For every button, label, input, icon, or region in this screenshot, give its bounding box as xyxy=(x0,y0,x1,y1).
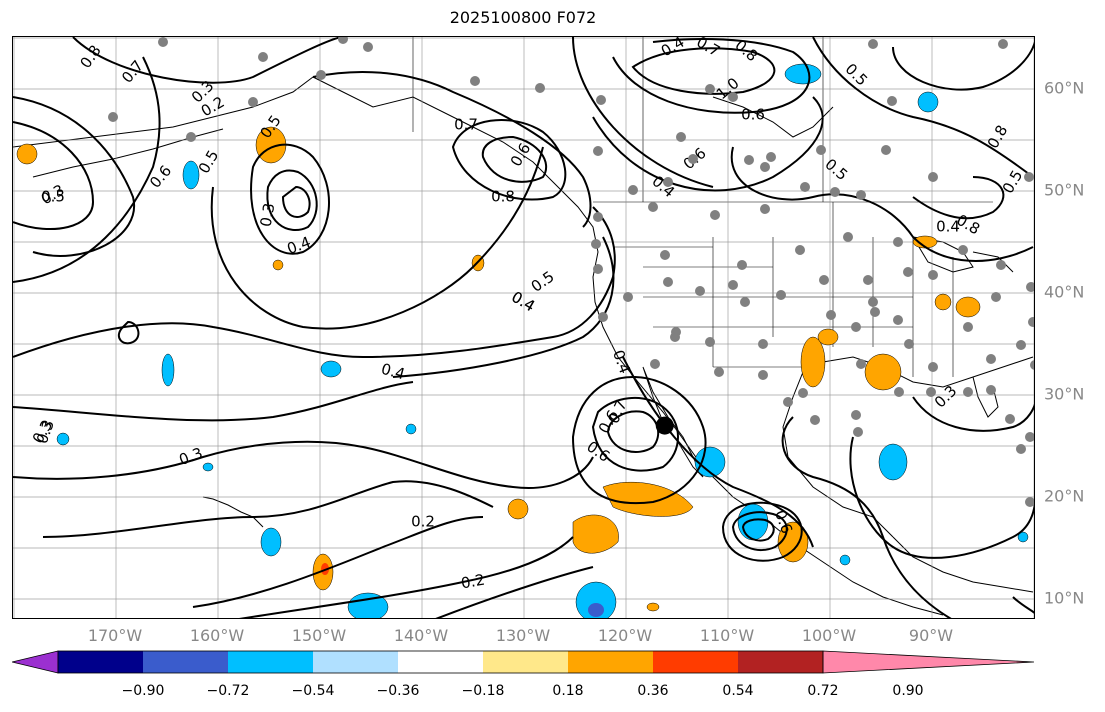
contour-label: 0.7 xyxy=(118,57,147,87)
colorbar-segment xyxy=(143,651,228,673)
map-canvas: 0.80.70.30.20.50.30.80.71.00.60.50.40.70… xyxy=(13,37,1034,618)
contour-label: 0.2 xyxy=(411,513,435,531)
longitude-tick-label: 90°W xyxy=(908,626,954,645)
contour-label: 0.8 xyxy=(491,188,515,206)
contour-label: 0.7 xyxy=(693,37,723,60)
latitude-tick-label: 30°N xyxy=(1044,384,1085,404)
colorbar-extend-min xyxy=(12,650,59,674)
contour-label: 0.4 xyxy=(936,218,960,236)
contour-label: 0.8 xyxy=(984,122,1012,152)
colorbar xyxy=(12,650,1035,674)
map-title: 2025100800 F072 xyxy=(449,8,597,27)
station-markers xyxy=(108,37,1034,507)
hawaii xyxy=(202,496,264,528)
colorbar-extend-max xyxy=(822,650,1035,674)
longitude-tick-label: 120°W xyxy=(597,626,653,645)
gulf-coast xyxy=(802,356,1034,388)
baja-california xyxy=(642,366,704,478)
contour-label: 0.6 xyxy=(146,162,175,192)
storm-center-marker xyxy=(655,416,674,435)
map-panel: 0.8 0.7 0.3 0.2 0.5 0.3 0.8 0.7 1.0 0.6 0.5 0.4 0.7 0… xyxy=(12,36,1035,619)
longitude-tick-label: 150°W xyxy=(291,626,347,645)
longitude-tick-label: 100°W xyxy=(801,626,857,645)
contour-label: 0.3 xyxy=(177,444,206,469)
contour-label: 0.5 xyxy=(821,155,851,184)
contour-label: 0.4 xyxy=(648,172,678,201)
contour-label: 0.5 xyxy=(842,60,872,90)
colorbar-segment xyxy=(483,651,568,673)
colorbar-segment xyxy=(568,651,653,673)
contour-label: 0.3 xyxy=(257,202,279,229)
colorbar-segment xyxy=(738,651,823,673)
longitude-tick-label: 110°W xyxy=(699,626,755,645)
latitude-tick-label: 50°N xyxy=(1044,180,1085,200)
latitude-tick-label: 40°N xyxy=(1044,282,1085,302)
latitude-tick-label: 60°N xyxy=(1044,78,1085,98)
contour-label: 0.7 xyxy=(454,116,478,134)
colorbar-tick-label: −0.18 xyxy=(461,683,505,699)
contour-label: 0.4 xyxy=(379,360,407,384)
longitude-tick-label: 160°W xyxy=(189,626,245,645)
colorbar-segment xyxy=(653,651,738,673)
contour-label: 0.4 xyxy=(285,233,314,258)
colorbar-segment xyxy=(313,651,398,673)
contour-label: 0.6 xyxy=(583,437,613,465)
colorbar-tick-label: 0.18 xyxy=(552,683,584,699)
central-america xyxy=(892,536,1034,593)
colorbar-tick-label: −0.54 xyxy=(291,683,335,699)
longitude-tick-label: 170°W xyxy=(87,626,143,645)
contour-label: 0.3 xyxy=(33,418,58,447)
colorbar-segment xyxy=(58,651,143,673)
longitude-tick-label: 140°W xyxy=(393,626,449,645)
colorbar-tick-label: 0.54 xyxy=(722,683,754,699)
contour-label: 0.3 xyxy=(931,382,961,412)
contour-label: 0.6 xyxy=(741,106,765,124)
contour-label: 0.8 xyxy=(76,42,104,72)
latitude-tick-label: 10°N xyxy=(1044,588,1085,608)
florida xyxy=(972,376,999,418)
colorbar-tick-label: 0.72 xyxy=(807,683,839,699)
colorbar-outline xyxy=(57,650,824,674)
colorbar-tick-label: −0.90 xyxy=(121,683,165,699)
positive-anomaly-shading xyxy=(16,126,981,612)
colorbar-tick-label: 0.90 xyxy=(892,683,924,699)
colorbar-tick-label: −0.36 xyxy=(376,683,420,699)
colorbar-segment xyxy=(228,651,313,673)
contour-label: 0.5 xyxy=(528,267,558,295)
contour-label: 0.5 xyxy=(41,188,65,206)
colorbar-tick-label: −0.72 xyxy=(206,683,250,699)
mexico-east-coast xyxy=(782,371,894,538)
contour-lines xyxy=(13,37,1034,618)
colorbar-tick-label: 0.36 xyxy=(637,683,669,699)
colorbar-segment xyxy=(398,651,483,673)
longitude-tick-label: 130°W xyxy=(495,626,551,645)
latitude-tick-label: 20°N xyxy=(1044,486,1085,506)
contour-label: 0.2 xyxy=(460,571,487,593)
aleutian-islands xyxy=(32,128,224,178)
hudson-bay xyxy=(712,96,834,138)
contour-label: 0.4 xyxy=(508,288,538,316)
political-borders xyxy=(412,37,993,377)
